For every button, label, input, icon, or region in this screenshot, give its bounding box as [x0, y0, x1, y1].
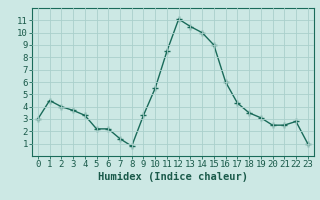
- X-axis label: Humidex (Indice chaleur): Humidex (Indice chaleur): [98, 172, 248, 182]
